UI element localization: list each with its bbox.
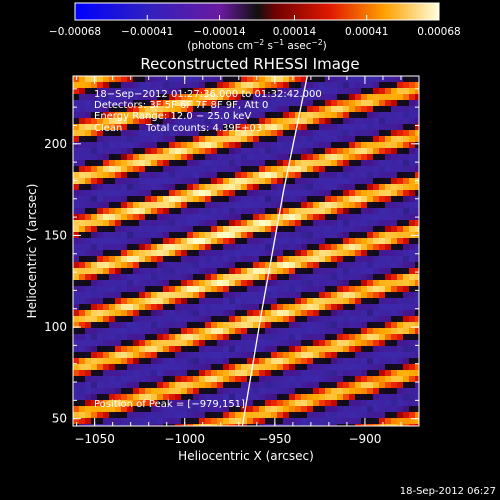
y-tick-label: 100 bbox=[44, 320, 67, 334]
colorbar-tick-label: −0.00041 bbox=[121, 26, 173, 38]
y-tick-label: 50 bbox=[52, 412, 67, 426]
x-axis-label: Heliocentric X (arcsec) bbox=[178, 449, 314, 463]
colorbar bbox=[74, 2, 440, 21]
plot-frame bbox=[72, 75, 420, 427]
annotation-time-range: 18−Sep−2012 01:27:36.000 to 01:32:42.000 bbox=[94, 89, 322, 100]
solar-limb-line bbox=[241, 76, 308, 426]
colorbar-units: (photons cm−2 s−1 asec−2) bbox=[187, 38, 326, 52]
colorbar-tick-label: 0.00068 bbox=[417, 26, 460, 38]
colorbar-tick-label: 0.00041 bbox=[345, 26, 388, 38]
axes: −1050 −1000 −950 −900 50 100 150 200 bbox=[44, 76, 420, 446]
colorbar-tick-label: −0.00014 bbox=[193, 26, 246, 38]
x-tick-label: −950 bbox=[258, 432, 291, 446]
annotation-counts: Total counts: 4.39E+03 bbox=[145, 123, 262, 134]
y-axis-label: Heliocentric Y (arcsec) bbox=[25, 184, 39, 319]
annotation-energy: Energy Range: 12.0 − 25.0 keV bbox=[94, 111, 251, 122]
chart-title: Reconstructed RHESSI Image bbox=[140, 55, 359, 73]
y-tick-label: 150 bbox=[44, 228, 67, 242]
x-tick-label: −1050 bbox=[74, 432, 115, 446]
colorbar-tick-label: 0.00014 bbox=[273, 26, 317, 38]
x-tick-label: −1000 bbox=[164, 432, 205, 446]
annotation-peak-position: Position of Peak = [−979,151] bbox=[94, 399, 245, 410]
y-tick-label: 200 bbox=[44, 137, 67, 151]
colorbar-tick-label: −0.00068 bbox=[49, 26, 101, 38]
heatmap-image bbox=[73, 76, 419, 426]
timestamp: 18-Sep-2012 06:27 bbox=[400, 486, 496, 497]
x-tick-label: −900 bbox=[348, 432, 381, 446]
annotation-method: Clean bbox=[94, 123, 122, 134]
annotation-detectors: Detectors: 3F 5F 6F 7F 8F 9F, Att 0 bbox=[94, 100, 268, 111]
colorbar-ticks: −0.00068 −0.00041 −0.00014 0.00014 0.00041 0.… bbox=[49, 15, 461, 38]
